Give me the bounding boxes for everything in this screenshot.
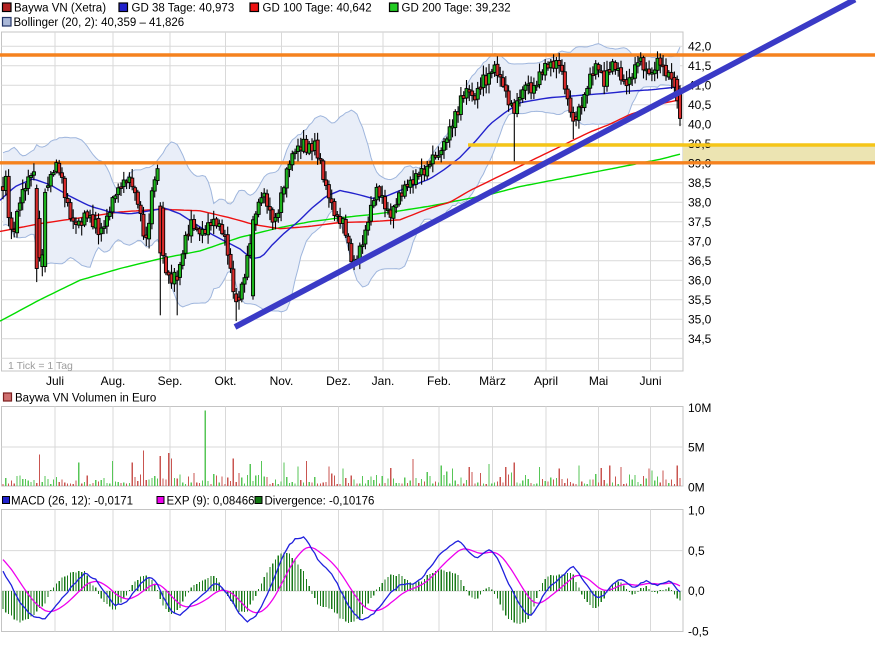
svg-text:Feb.: Feb. [427,374,451,388]
svg-text:Nov.: Nov. [270,374,294,388]
svg-text:Bollinger (20, 2): 40,359 – 41: Bollinger (20, 2): 40,359 – 41,826 [14,17,185,29]
svg-text:Baywa VN Volumen in Euro: Baywa VN Volumen in Euro [15,393,156,405]
svg-text:40,0: 40,0 [688,117,712,131]
svg-text:35,5: 35,5 [688,293,712,307]
svg-text:5M: 5M [688,441,705,455]
svg-text:34,5: 34,5 [688,332,712,346]
svg-text:38,0: 38,0 [688,195,712,209]
svg-text:42,0: 42,0 [688,39,712,53]
svg-text:Aug.: Aug. [101,374,126,388]
svg-text:GD 38 Tage: 40,973: GD 38 Tage: 40,973 [132,3,235,15]
svg-text:41,5: 41,5 [688,59,712,73]
svg-text:Okt.: Okt. [214,374,236,388]
svg-text:Dez.: Dez. [326,374,351,388]
svg-text:-0,5: -0,5 [688,625,709,639]
svg-text:Divergence: -0,10176: Divergence: -0,10176 [265,496,375,508]
svg-text:Juni: Juni [639,374,661,388]
svg-text:1 Tick = 1 Tag: 1 Tick = 1 Tag [8,360,73,372]
svg-text:Baywa VN (Xetra): Baywa VN (Xetra) [14,3,106,15]
svg-text:36,0: 36,0 [688,273,712,287]
svg-text:März: März [479,374,506,388]
svg-text:38,5: 38,5 [688,176,712,190]
svg-text:Sep.: Sep. [158,374,183,388]
svg-text:37,0: 37,0 [688,234,712,248]
svg-text:0,5: 0,5 [688,544,705,558]
svg-text:36,5: 36,5 [688,254,712,268]
svg-text:35,0: 35,0 [688,312,712,326]
svg-text:1,0: 1,0 [688,504,705,518]
svg-text:GD 200 Tage: 39,232: GD 200 Tage: 39,232 [402,3,511,15]
svg-text:April: April [534,374,558,388]
svg-text:Juli: Juli [46,374,64,388]
svg-text:0,0: 0,0 [688,584,705,598]
svg-text:37,5: 37,5 [688,215,712,229]
svg-text:0M: 0M [688,481,705,495]
svg-text:40,5: 40,5 [688,98,712,112]
svg-text:MACD (26, 12): -0,0171: MACD (26, 12): -0,0171 [11,496,133,508]
svg-text:Mai: Mai [589,374,608,388]
svg-text:Jan.: Jan. [372,374,395,388]
svg-text:EXP (9): 0,08466: EXP (9): 0,08466 [167,496,255,508]
svg-text:GD 100 Tage: 40,642: GD 100 Tage: 40,642 [263,3,372,15]
svg-text:10M: 10M [688,401,711,415]
